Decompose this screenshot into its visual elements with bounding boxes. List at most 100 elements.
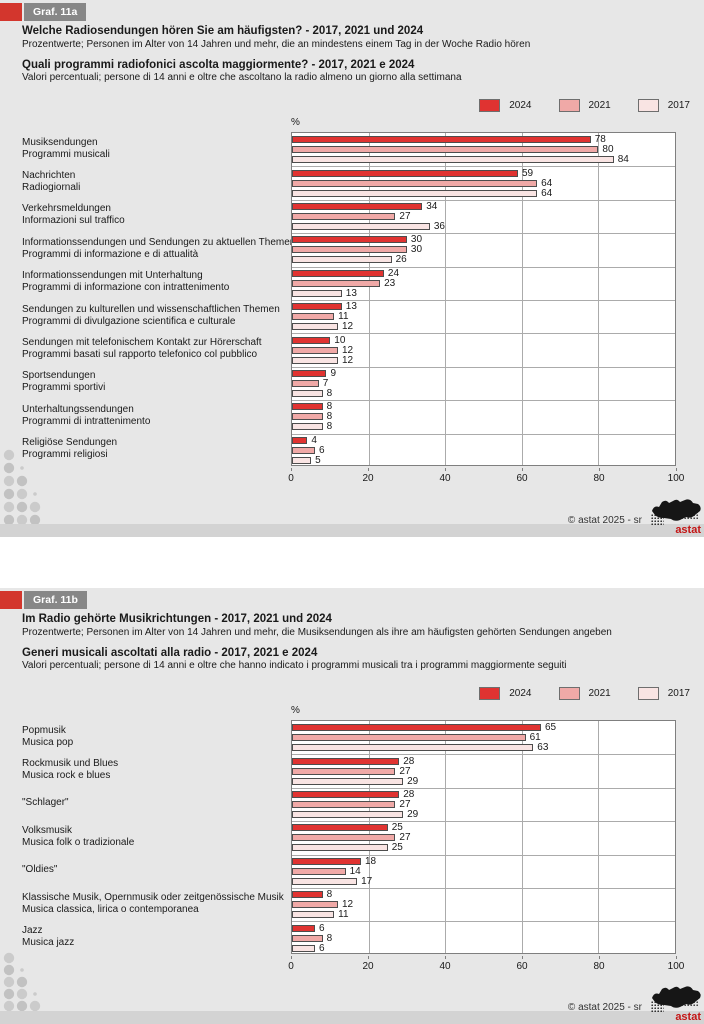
- bar-value: 28: [403, 755, 415, 767]
- bar-value: 17: [361, 875, 373, 887]
- category-label-it: Informazioni sul traffico: [22, 215, 125, 227]
- bar-value: 12: [341, 321, 354, 333]
- category-label: Informationssendungen und Sendungen zu a…: [22, 232, 295, 265]
- bar-group: 10 12 12: [292, 333, 675, 366]
- category-label-it: Musica rock e blues: [22, 770, 111, 782]
- bar-2024: [292, 269, 384, 277]
- bar-group: 30 30 26: [292, 233, 675, 266]
- legend-label-2024: 2024: [509, 688, 532, 699]
- bar-group: 78 80 84: [292, 133, 675, 166]
- category-label-de: Religiöse Sendungen: [22, 437, 118, 449]
- axis-tick-label: 80: [593, 961, 605, 972]
- group-separator: [292, 434, 675, 435]
- bar-2024: [292, 757, 400, 765]
- axis-tick-label: 20: [362, 473, 374, 484]
- bar-2024: [292, 236, 407, 244]
- category-label-de: Jazz: [22, 925, 43, 937]
- bar-value: 12: [341, 899, 354, 911]
- bar-2017: [292, 744, 534, 752]
- bar-row: 29: [292, 808, 675, 820]
- bar-2021: [292, 734, 526, 742]
- category-label-it: Programmi di informazione con intratteni…: [22, 282, 230, 294]
- bar-value: 6: [318, 942, 325, 954]
- bar-row: 8: [292, 412, 675, 422]
- legend-label-2021: 2021: [588, 688, 611, 699]
- title-italian: Quali programmi radiofonici ascolta magg…: [22, 59, 415, 71]
- category-label-it: Radiogiornali: [22, 182, 81, 194]
- bar-row: 6: [292, 923, 675, 933]
- category-label: Jazz Musica jazz: [22, 920, 288, 953]
- category-label-it: Musica classica, lirica o contemporanea: [22, 903, 199, 915]
- graf-number: Graf. 11a: [24, 3, 87, 21]
- dots-decoration: [3, 449, 41, 526]
- bar-row: 8: [292, 890, 675, 900]
- bar-group: 18 14 17: [292, 855, 675, 888]
- bar-row: 30: [292, 244, 675, 256]
- bar-value: 29: [407, 808, 419, 820]
- bar-value: 27: [399, 765, 411, 777]
- gridline: [445, 133, 447, 465]
- bar-value: 25: [391, 822, 403, 834]
- legend-swatch-2024: [479, 99, 501, 112]
- category-label-de: Klassische Musik, Opernmusik oder zeitge…: [22, 891, 284, 903]
- bar-2024: [292, 436, 308, 444]
- legend-item-2017: 2017: [637, 687, 690, 700]
- group-separator: [292, 788, 675, 789]
- bar-2017: [292, 877, 358, 885]
- bar-2024: [292, 369, 327, 377]
- category-label: Klassische Musik, Opernmusik oder zeitge…: [22, 887, 288, 920]
- category-label-de: Sendungen zu kulturellen und wissenschaf…: [22, 303, 280, 315]
- graf-tag: Graf. 11b: [0, 591, 87, 609]
- category-label: Unterhaltungssendungen Programmi di intra…: [22, 399, 288, 432]
- axis-tick-label: 0: [288, 961, 294, 972]
- axis-tickmark: [522, 468, 523, 471]
- category-label: "Schlager": [22, 787, 288, 820]
- bar-value: 80: [602, 144, 614, 156]
- tag-red-square: [0, 3, 22, 21]
- category-label-de: Rockmusik und Blues: [22, 758, 119, 770]
- category-label-de: Musiksendungen: [22, 136, 98, 148]
- group-separator: [292, 367, 675, 368]
- bar-value: 25: [391, 842, 403, 854]
- category-label-de: Popmusik: [22, 724, 66, 736]
- bar-value: 8: [326, 387, 333, 399]
- axis-tickmark: [599, 956, 600, 959]
- bar-value: 13: [345, 301, 357, 313]
- bar-value: 12: [341, 344, 354, 356]
- bar-2017: [292, 944, 315, 952]
- bar-value: 26: [395, 254, 407, 266]
- bar-2021: [292, 834, 396, 842]
- axis-tickmark: [676, 956, 677, 959]
- bar-group: 25 27 25: [292, 821, 675, 854]
- group-separator: [292, 888, 675, 889]
- bar-group: 28 27 29: [292, 788, 675, 821]
- axis-tickmark: [445, 468, 446, 471]
- bar-row: 28: [292, 755, 675, 767]
- group-separator: [292, 200, 675, 201]
- legend-item-2021: 2021: [558, 99, 611, 112]
- bar-value: 61: [529, 732, 541, 744]
- x-axis: 0 20 40 60 80 100: [288, 468, 684, 484]
- bar-2021: [292, 413, 323, 421]
- bar-value: 59: [521, 167, 534, 179]
- bar-row: 28: [292, 789, 675, 799]
- title-italian: Generi musicali ascoltati alla radio - 2…: [22, 647, 318, 659]
- bar-value: 13: [345, 287, 357, 299]
- bar-row: 18: [292, 856, 675, 866]
- plot-area: 65 61 63 28 27 29 28 27 29 25 27 25 18 14 17 8 12 11 6 8 6: [291, 720, 676, 954]
- bar-row: 25: [292, 822, 675, 834]
- category-label-de: Informationssendungen mit Unterhaltung: [22, 270, 203, 282]
- bar-value: 30: [410, 244, 423, 256]
- bar-row: 5: [292, 455, 675, 465]
- legend-swatch-2021: [558, 99, 580, 112]
- bar-row: 80: [292, 144, 675, 156]
- bar-2021: [292, 246, 407, 254]
- axis-tickmark: [445, 956, 446, 959]
- category-label: Religiöse Sendungen Programmi religiosi: [22, 433, 288, 466]
- category-label: Nachrichten Radiogiornali: [22, 165, 288, 198]
- gridline: [521, 721, 523, 953]
- legend-label-2017: 2017: [667, 688, 690, 699]
- bar-row: 4: [292, 435, 675, 445]
- bar-value: 36: [433, 220, 445, 232]
